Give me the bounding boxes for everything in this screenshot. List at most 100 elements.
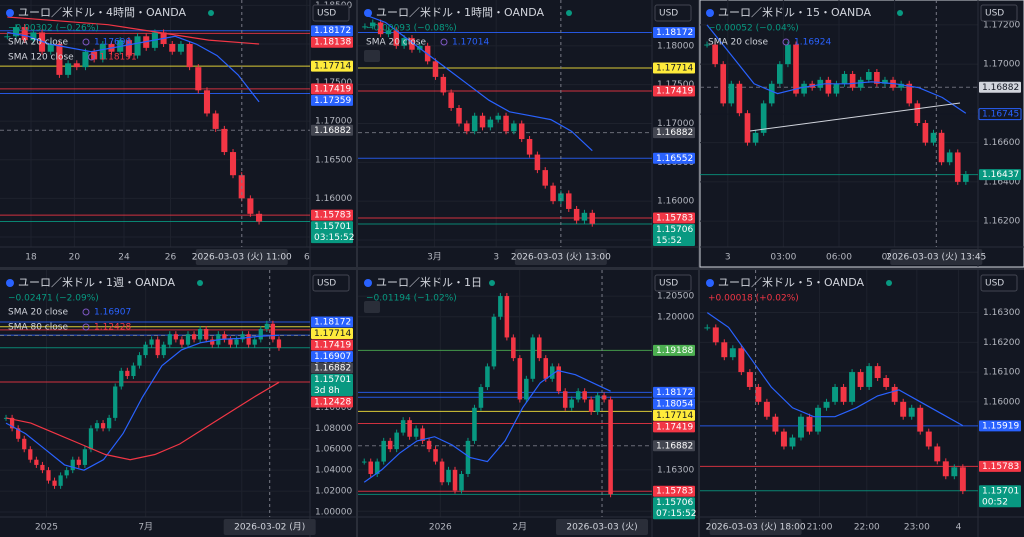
candle [99, 43, 106, 60]
candle [558, 193, 564, 202]
candle [16, 428, 21, 439]
candle [22, 438, 27, 450]
currency-label[interactable]: USD [659, 279, 678, 289]
currency-label[interactable]: USD [659, 9, 678, 19]
indicator-icon [82, 323, 90, 331]
price-change: −0.00302 (−0.26%) [8, 24, 99, 34]
currency-button[interactable] [654, 4, 692, 22]
candle [504, 296, 510, 338]
price-tag-label: 1.18138 [314, 38, 351, 48]
currency-label[interactable]: USD [317, 9, 336, 19]
panel-background [0, 270, 356, 537]
candle [806, 416, 813, 432]
candle [785, 44, 791, 65]
price-tag [653, 440, 695, 452]
price-tag-label: 1.16437 [982, 170, 1019, 180]
cursor-label: 2026-03-02 (月) [234, 522, 305, 533]
chart-title[interactable]: ユーロ／米ドル・15・OANDA [718, 6, 871, 19]
candle [393, 30, 400, 46]
candle [569, 399, 574, 408]
candle [195, 67, 202, 91]
collapse-button[interactable] [364, 301, 380, 313]
chart-title[interactable]: ユーロ／米ドル・5・OANDA [718, 276, 864, 289]
candle [938, 132, 945, 163]
chart-panel[interactable]: 1.140001.100001.080001.060001.040001.020… [0, 270, 356, 537]
indicator-name[interactable]: SMA 20 close [708, 38, 768, 48]
price-tag [653, 344, 695, 356]
candle [21, 27, 28, 41]
price-tag-label: 1.18054 [656, 399, 693, 409]
currency-button[interactable] [980, 4, 1018, 22]
price-tag-label: 1.15701 [314, 375, 351, 385]
candle [119, 370, 124, 387]
indicator-name[interactable]: SMA 80 close [8, 323, 68, 333]
candle [191, 334, 197, 340]
moving-average-line [364, 14, 593, 152]
candle [137, 355, 142, 366]
candle [744, 113, 751, 143]
indicator-icon [82, 38, 90, 46]
candle [866, 366, 873, 387]
collapse-button[interactable] [364, 50, 380, 62]
chart-panel[interactable]: 1.185001.180001.175001.170001.165001.160… [0, 0, 356, 267]
indicator-name[interactable]: SMA 120 close [8, 53, 74, 63]
indicator-name[interactable]: SMA 20 close [8, 38, 68, 48]
candle [143, 344, 148, 356]
candle [173, 334, 178, 340]
currency-button[interactable] [980, 274, 1018, 292]
symbol-icon [364, 9, 372, 17]
chart-panel[interactable]: 1.17200 1.17000 1.16600 1.16400 1.16200 3 03:0… [699, 0, 1024, 268]
cursor-label: 2026-03-03 (火) 13:00 [511, 252, 611, 263]
candle [562, 391, 568, 408]
y-tick-label: 1.17200 [983, 20, 1020, 30]
currency-label[interactable]: USD [985, 9, 1004, 19]
status-dot [197, 280, 203, 286]
currency-label[interactable]: USD [317, 279, 336, 289]
x-tick-label: 2025 [35, 523, 58, 533]
chart-title[interactable]: ユーロ／米ドル・1週・OANDA [18, 276, 175, 289]
price-tag-label: 1.18172 [314, 26, 351, 36]
candle [471, 115, 478, 132]
indicator-name[interactable]: SMA 20 close [366, 38, 426, 48]
candle [203, 90, 211, 114]
chart-panel[interactable]: 1.16300 1.16200 1.16100 1.16000 21:00 22:00 23… [700, 270, 1024, 537]
candle [906, 83, 913, 104]
candle [247, 198, 254, 214]
panel-background [358, 270, 698, 537]
indicator-icon [782, 38, 790, 46]
candle [221, 128, 228, 153]
currency-button[interactable] [654, 274, 692, 292]
candle [841, 73, 848, 84]
cursor-label-box [514, 249, 607, 265]
candle [64, 470, 69, 476]
currency-button[interactable] [312, 274, 350, 292]
candle [524, 378, 529, 400]
candle [56, 43, 63, 75]
candle [487, 119, 494, 128]
price-tag [653, 421, 695, 433]
chart-title[interactable]: ユーロ／米ドル・1時間・OANDA [376, 6, 544, 19]
price-tag-timer: 03:15:52 [314, 233, 354, 243]
candle [526, 139, 533, 155]
candle [608, 399, 613, 495]
price-tag-label: 1.12428 [314, 397, 351, 407]
chart-panel[interactable]: 1.205001.200001.163001.1530020262月2026-0… [358, 270, 698, 537]
candle [954, 152, 961, 182]
candle [712, 327, 719, 343]
indicator-value: 1.16924 [794, 38, 831, 48]
chart-title[interactable]: ユーロ／米ドル・1日 [376, 276, 482, 289]
chart-title[interactable]: ユーロ／米ドル・4時間・OANDA [18, 6, 186, 19]
currency-label[interactable]: USD [985, 279, 1004, 289]
candle [246, 334, 251, 345]
indicator-icon [440, 38, 448, 46]
symbol-icon [6, 9, 14, 17]
price-tag [653, 398, 695, 410]
candle [485, 366, 490, 388]
indicator-name[interactable]: SMA 20 close [8, 308, 68, 318]
candle [52, 480, 57, 486]
candle [258, 328, 263, 340]
price-tag-timer: 00:52 [982, 497, 1008, 507]
candle [581, 212, 588, 221]
chart-panel[interactable]: 1.180001.175001.170001.165001.160001.155… [358, 0, 698, 267]
currency-button[interactable] [312, 4, 350, 22]
